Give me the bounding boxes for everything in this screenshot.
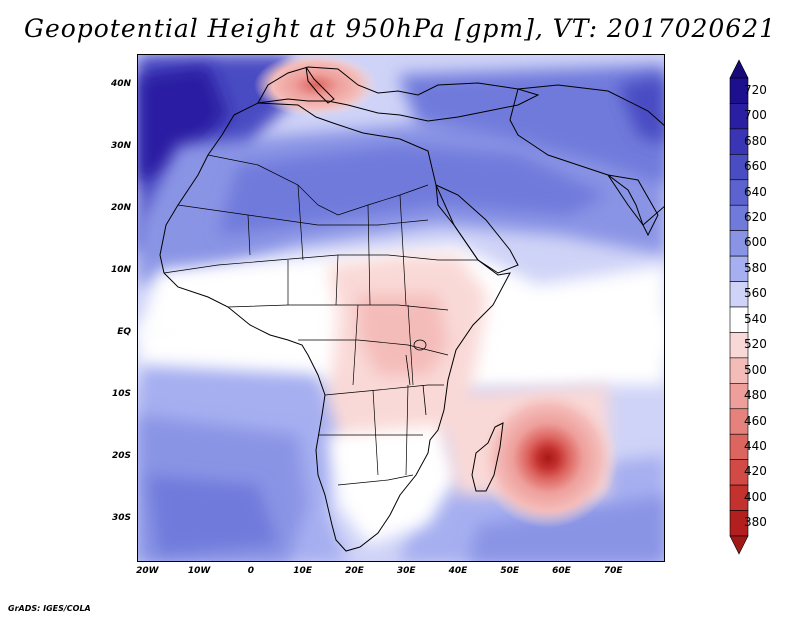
colorbar-top-arrow — [729, 59, 749, 79]
lat-label: EQ — [117, 326, 131, 337]
lakes — [405, 339, 427, 416]
colorbar-label: 520 — [744, 337, 767, 352]
colorbar-label: 560 — [744, 286, 767, 301]
lat-label: 10N — [110, 264, 131, 275]
lat-label: 20S — [111, 450, 131, 461]
colorbar-label: 460 — [744, 413, 767, 428]
europe-coastline — [257, 66, 540, 122]
colorbar — [729, 59, 749, 555]
map-title: Geopotential Height at 950hPa [gpm], VT:… — [23, 14, 777, 43]
cyclone-low — [478, 388, 618, 528]
colorbar-label: 440 — [744, 438, 767, 453]
colorbar-label: 700 — [744, 108, 767, 123]
lon-label: 60E — [552, 566, 571, 576]
lon-label: 70E — [603, 566, 623, 576]
mediterranean-low — [254, 55, 378, 117]
lon-label: 20W — [136, 566, 159, 576]
country-borders — [163, 154, 478, 486]
colorbar-label: 720 — [744, 82, 767, 97]
lat-label: 10S — [111, 388, 131, 399]
lon-label: 50E — [500, 566, 520, 576]
africa-coastline — [159, 102, 511, 552]
lat-label: 30N — [110, 140, 131, 151]
colorbar-label: 420 — [744, 464, 767, 479]
coastlines — [159, 66, 664, 552]
map-canvas — [138, 55, 664, 561]
lon-label: 10E — [293, 566, 312, 576]
colorbar-label: 580 — [744, 260, 767, 275]
colorbar-label: 380 — [744, 515, 767, 530]
height-field-shading — [138, 55, 664, 561]
lon-label: 40E — [448, 566, 468, 576]
lon-label: 30E — [396, 566, 416, 576]
colorbar-label: 600 — [744, 235, 767, 250]
lon-label: 0 — [247, 566, 254, 576]
arabia-coastline — [435, 184, 519, 274]
lat-label: 40N — [110, 78, 131, 89]
colorbar-label: 620 — [744, 209, 767, 224]
grads-credit: GrADS: IGES/COLA — [8, 604, 91, 613]
colorbar-bottom-arrow — [729, 535, 749, 555]
madagascar-coastline — [471, 422, 504, 492]
colorbar-label: 640 — [744, 184, 767, 199]
colorbar-label: 540 — [744, 311, 767, 326]
italy-coastline — [305, 66, 335, 104]
colorbar-label: 480 — [744, 388, 767, 403]
india-coastline — [606, 174, 659, 237]
lat-label: 30S — [111, 512, 131, 523]
colorbar-label: 500 — [744, 362, 767, 377]
asia-coastline — [509, 84, 664, 226]
map-frame — [137, 54, 665, 562]
colorbar-label: 660 — [744, 159, 767, 174]
lat-label: 20N — [110, 202, 131, 213]
lon-label: 20E — [345, 566, 364, 576]
colorbar-label: 680 — [744, 133, 767, 148]
colorbar-label: 400 — [744, 489, 767, 504]
lon-label: 10W — [187, 566, 211, 576]
